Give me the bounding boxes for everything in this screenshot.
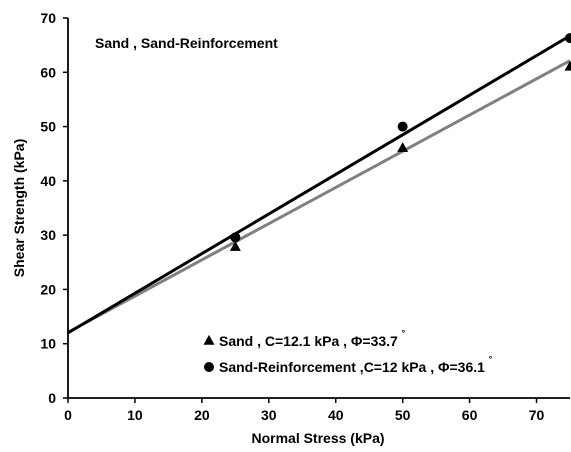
x-tick-label: 20: [194, 407, 210, 423]
legend: Sand , C=12.1 kPa , Φ=33.7 ˚ Sand-Reinfo…: [203, 330, 493, 375]
x-tick-label: 50: [395, 407, 411, 423]
data-point-circle: [397, 121, 408, 132]
y-tick-label: 0: [48, 390, 56, 406]
data-points: [229, 33, 571, 251]
y-tick-label: 40: [40, 173, 56, 189]
y-tick-label: 60: [40, 64, 56, 80]
x-tick-label: 60: [462, 407, 478, 423]
x-tick-label: 70: [529, 407, 545, 423]
legend-marker-triangle-shape: [203, 334, 215, 345]
y-tick-label: 30: [40, 227, 56, 243]
legend-degree-sand: ˚: [402, 330, 406, 342]
legend-label-sand-text: Sand , C=12.1 kPa , Φ=33.7: [219, 333, 398, 349]
data-point-circle: [565, 33, 571, 44]
y-axis-label: Shear Strength (kPa): [11, 139, 27, 277]
data-point-triangle: [229, 240, 241, 251]
fit-line-series-0: [67, 59, 571, 334]
legend-label-sand: Sand , C=12.1 kPa , Φ=33.7 ˚: [219, 330, 405, 349]
legend-item-sand-reinforcement: Sand-Reinforcement ,C=12 kPa , Φ=36.1 ˚: [204, 356, 493, 375]
legend-item-sand: Sand , C=12.1 kPa , Φ=33.7 ˚: [203, 330, 405, 349]
legend-marker-triangle: [203, 334, 215, 345]
data-point-circle: [230, 232, 241, 243]
data-point-triangle: [564, 60, 571, 71]
x-axis-label: Normal Stress (kPa): [251, 430, 384, 446]
fit-lines: [67, 34, 571, 335]
x-tick-label: 40: [328, 407, 344, 423]
fit-line-series-1: [67, 34, 571, 335]
axis-ticks: 0 10 20 30 40 50 60 70 0 10 20 30 40 50 60 70: [40, 10, 544, 423]
legend-marker-circle-shape: [204, 362, 214, 372]
legend-degree-sand-reinforcement: ˚: [489, 356, 493, 368]
x-tick-label: 30: [261, 407, 277, 423]
y-tick-label: 50: [40, 119, 56, 135]
data-point-triangle: [397, 142, 409, 153]
axes: [67, 18, 570, 399]
y-tick-label: 20: [40, 281, 56, 297]
y-tick-label: 70: [40, 10, 56, 26]
legend-label-sand-reinforcement: Sand-Reinforcement ,C=12 kPa , Φ=36.1 ˚: [219, 356, 493, 375]
legend-marker-circle: [204, 362, 214, 372]
y-tick-label: 10: [40, 336, 56, 352]
chart-annotation: Sand , Sand-Reinforcement: [95, 35, 278, 51]
x-tick-label: 0: [64, 407, 72, 423]
legend-label-sand-reinforcement-text: Sand-Reinforcement ,C=12 kPa , Φ=36.1: [219, 359, 485, 375]
x-tick-label: 10: [127, 407, 143, 423]
